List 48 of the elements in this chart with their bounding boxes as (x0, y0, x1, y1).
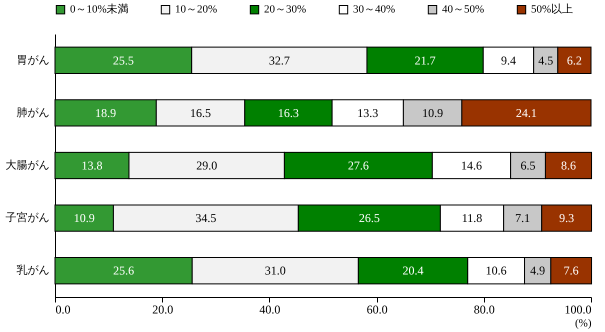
data-label: 7.1 (515, 211, 530, 226)
data-label: 6.5 (520, 158, 536, 172)
y-tick-label: 肺がん (16, 106, 50, 119)
data-label: 34.5 (195, 211, 216, 226)
data-label: 16.3 (278, 106, 299, 120)
legend-label: 20～30% (264, 4, 306, 16)
x-axis-title: (%) (575, 318, 592, 330)
data-label: 26.5 (358, 211, 380, 226)
x-tick-label: 100.0 (564, 302, 592, 316)
y-tick-label: 乳がん (16, 264, 50, 277)
legend-label: 30～40% (353, 4, 396, 16)
x-tick-label: 80.0 (474, 302, 495, 316)
data-label: 25.5 (112, 53, 134, 68)
y-tick-label: 子宮がん (6, 211, 50, 224)
data-label: 24.1 (516, 106, 537, 120)
data-label: 27.6 (348, 158, 369, 172)
y-tick-label: 胃がん (16, 53, 50, 66)
x-tick-label: 40.0 (259, 302, 280, 316)
data-label: 16.5 (190, 106, 212, 120)
legend-label: 0～10%未満 (70, 2, 129, 16)
data-label: 4.5 (538, 53, 554, 68)
legend-label: 10～20% (175, 4, 218, 16)
data-label: 9.3 (559, 211, 574, 226)
data-label: 14.6 (460, 158, 482, 172)
data-label: 8.6 (560, 158, 576, 172)
legend-label: 40～50% (442, 4, 484, 16)
data-label: 21.7 (414, 53, 436, 68)
data-label: 9.4 (500, 53, 516, 68)
data-label: 13.8 (81, 158, 102, 172)
data-label: 10.9 (422, 106, 444, 120)
data-label: 6.2 (566, 53, 582, 68)
x-tick-label: 60.0 (366, 302, 388, 316)
data-label: 13.3 (357, 106, 378, 120)
x-tick-label: 0.0 (56, 302, 70, 316)
data-label: 7.6 (564, 264, 579, 278)
data-label: 18.9 (95, 106, 116, 120)
data-label: 11.8 (462, 211, 482, 226)
legend-label: 50%以上 (531, 2, 574, 16)
data-label: 32.7 (268, 53, 290, 68)
data-label: 25.6 (113, 264, 134, 278)
data-label: 4.9 (530, 264, 546, 278)
data-label: 20.4 (402, 264, 424, 278)
data-label: 31.0 (264, 264, 286, 278)
data-label: 10.9 (74, 211, 95, 226)
y-tick-label: 大腸がん (6, 158, 50, 172)
data-label: 10.6 (486, 264, 507, 278)
x-tick-label: 20.0 (152, 302, 174, 316)
data-label: 29.0 (196, 158, 218, 172)
